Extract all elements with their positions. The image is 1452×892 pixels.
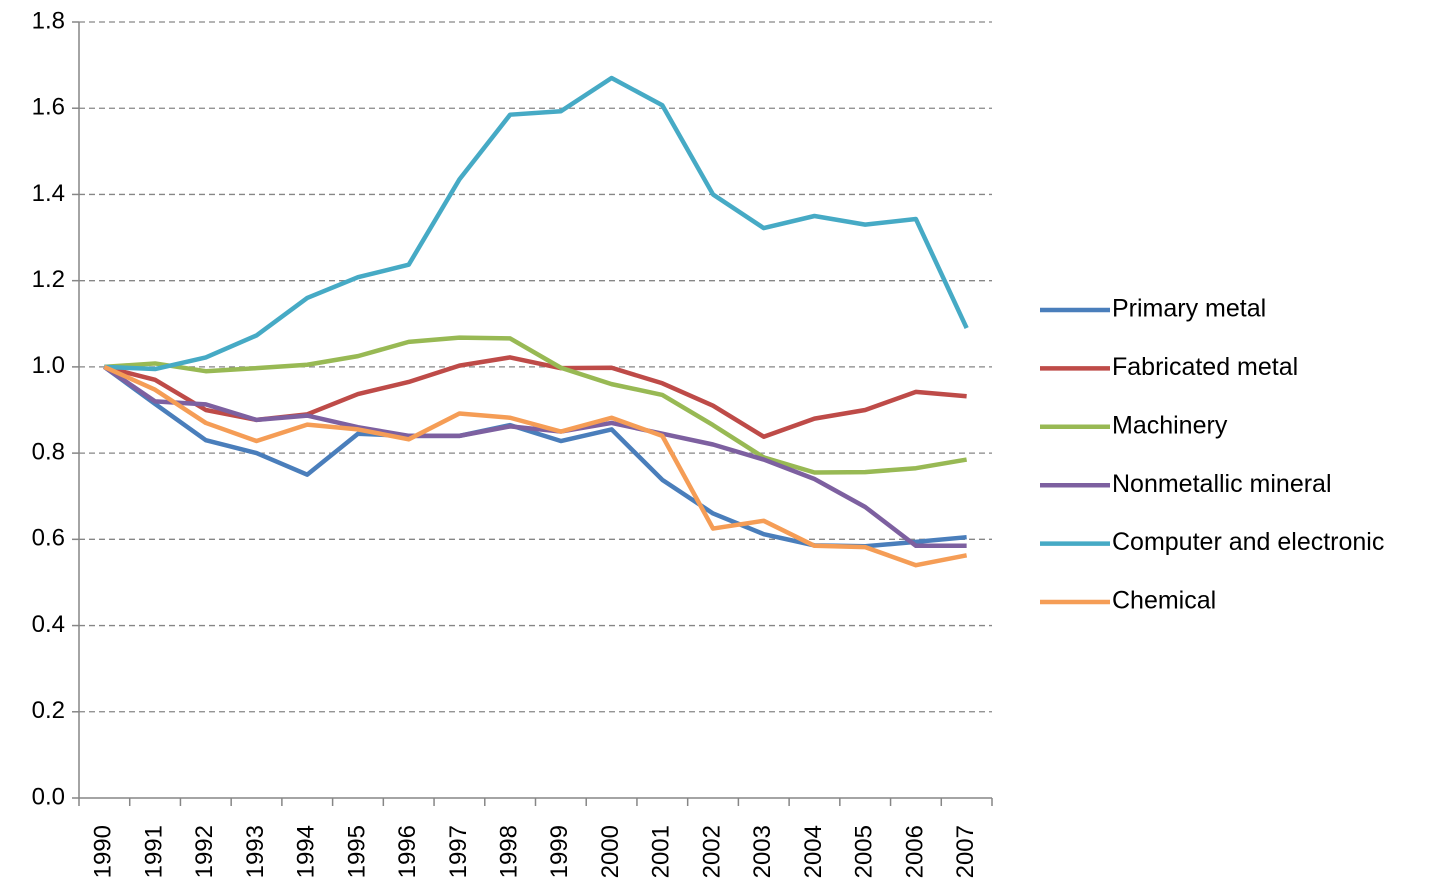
- x-tick-label: 1992: [191, 825, 218, 878]
- y-tick-label: 1.2: [32, 266, 65, 293]
- x-tick-label: 2006: [901, 825, 928, 878]
- x-tick-label: 1995: [343, 825, 370, 878]
- x-tick-label: 1993: [242, 825, 269, 878]
- x-tick-label: 1991: [140, 825, 167, 878]
- x-tick-label: 1996: [394, 825, 421, 878]
- x-tick-label: 2003: [749, 825, 776, 878]
- series-line: [104, 75, 969, 372]
- y-tick-label: 1.0: [32, 352, 65, 379]
- y-tick-label: 0.6: [32, 525, 65, 552]
- x-tick-label: 1997: [445, 825, 472, 878]
- x-tick-label: 2005: [851, 825, 878, 878]
- legend-label: Chemical: [1112, 587, 1216, 615]
- legend-label: Machinery: [1112, 411, 1228, 439]
- x-tick-label: 2000: [597, 825, 624, 878]
- y-tick-label: 1.6: [32, 94, 65, 121]
- series-line: [103, 365, 967, 549]
- y-tick-label: 1.4: [32, 180, 65, 207]
- x-tick-label: 2007: [952, 825, 979, 878]
- legend-label: Nonmetallic mineral: [1112, 470, 1332, 498]
- y-tick-label: 1.8: [32, 7, 65, 34]
- x-tick-label: 2002: [698, 825, 725, 878]
- legend-label: Fabricated metal: [1112, 353, 1298, 381]
- y-tick-label: 0.0: [32, 783, 65, 810]
- x-tick-label: 1999: [546, 825, 573, 878]
- x-tick-label: 2004: [800, 825, 827, 878]
- y-tick-label: 0.8: [32, 438, 65, 465]
- series-line: [103, 364, 968, 568]
- series-line: [103, 365, 967, 549]
- x-tick-label: 1990: [90, 825, 117, 878]
- x-tick-label: 1998: [495, 825, 522, 878]
- y-tick-label: 0.2: [32, 697, 65, 724]
- y-tick-label: 0.4: [32, 611, 65, 638]
- x-tick-label: 1994: [293, 825, 320, 878]
- legend-label: Primary metal: [1112, 295, 1266, 323]
- legend-label: Computer and electronic: [1112, 528, 1384, 556]
- series-line: [104, 335, 968, 475]
- x-tick-label: 2001: [648, 825, 675, 878]
